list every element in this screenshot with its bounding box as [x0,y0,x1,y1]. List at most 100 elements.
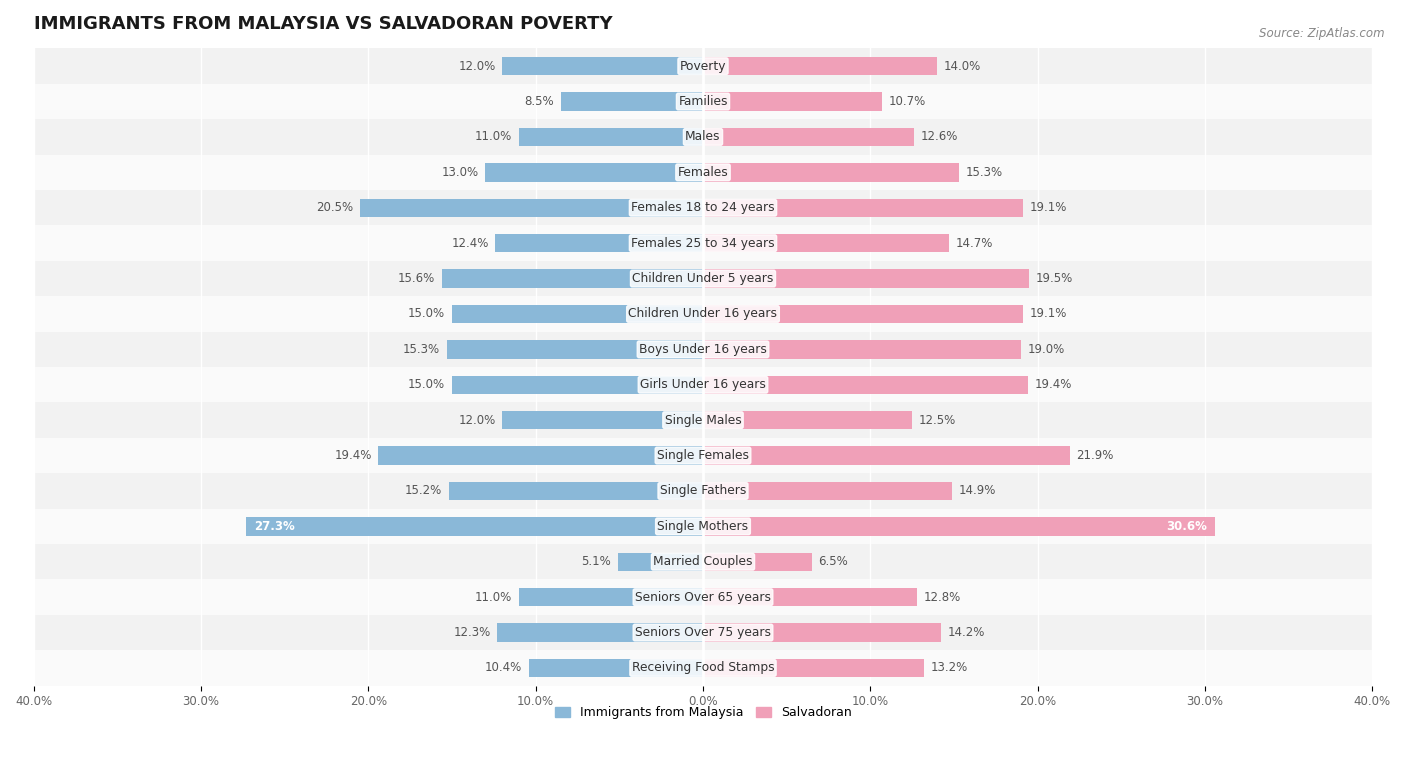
Text: 19.1%: 19.1% [1029,308,1067,321]
Text: 15.3%: 15.3% [404,343,440,356]
Bar [703,199,1022,217]
Bar [34,615,1372,650]
Text: Poverty: Poverty [679,60,727,73]
Text: 12.8%: 12.8% [924,590,962,603]
Text: IMMIGRANTS FROM MALAYSIA VS SALVADORAN POVERTY: IMMIGRANTS FROM MALAYSIA VS SALVADORAN P… [34,15,612,33]
Bar [34,402,1372,438]
Text: 15.2%: 15.2% [405,484,441,497]
Bar [703,588,917,606]
Text: Children Under 5 years: Children Under 5 years [633,272,773,285]
Bar [498,623,703,642]
Bar [34,296,1372,332]
Bar [485,163,703,182]
Text: 5.1%: 5.1% [581,556,612,568]
Bar [34,225,1372,261]
Bar [447,340,703,359]
Text: 12.3%: 12.3% [453,626,491,639]
Bar [703,446,1070,465]
Bar [519,588,703,606]
Text: 15.3%: 15.3% [966,166,1002,179]
Text: 14.2%: 14.2% [948,626,984,639]
Bar [617,553,703,571]
Text: 19.4%: 19.4% [335,449,371,462]
Bar [519,128,703,146]
Bar [703,517,1215,536]
Bar [703,623,941,642]
Bar [378,446,703,465]
Bar [529,659,703,677]
Bar [703,234,949,252]
Text: 30.6%: 30.6% [1166,520,1206,533]
Bar [703,340,1021,359]
Text: Children Under 16 years: Children Under 16 years [628,308,778,321]
Text: 14.0%: 14.0% [943,60,981,73]
Bar [495,234,703,252]
Bar [441,269,703,288]
Bar [246,517,703,536]
Text: 21.9%: 21.9% [1076,449,1114,462]
Text: 13.0%: 13.0% [441,166,478,179]
Bar [34,261,1372,296]
Text: 8.5%: 8.5% [524,95,554,108]
Text: 11.0%: 11.0% [475,590,512,603]
Text: 12.4%: 12.4% [451,236,489,249]
Text: 27.3%: 27.3% [254,520,295,533]
Bar [360,199,703,217]
Bar [34,119,1372,155]
Text: Receiving Food Stamps: Receiving Food Stamps [631,662,775,675]
Text: 20.5%: 20.5% [316,201,353,215]
Bar [703,411,912,429]
Text: 12.0%: 12.0% [458,60,495,73]
Bar [34,49,1372,84]
Text: 19.1%: 19.1% [1029,201,1067,215]
Bar [703,92,882,111]
Bar [561,92,703,111]
Bar [703,305,1022,323]
Text: Families: Families [678,95,728,108]
Bar [451,375,703,394]
Text: Single Females: Single Females [657,449,749,462]
Bar [703,269,1029,288]
Bar [34,579,1372,615]
Text: 10.7%: 10.7% [889,95,927,108]
Text: Single Males: Single Males [665,414,741,427]
Text: Single Mothers: Single Mothers [658,520,748,533]
Text: Males: Males [685,130,721,143]
Bar [34,473,1372,509]
Text: Source: ZipAtlas.com: Source: ZipAtlas.com [1260,27,1385,39]
Text: 19.4%: 19.4% [1035,378,1071,391]
Bar [34,509,1372,544]
Bar [34,155,1372,190]
Bar [703,57,938,75]
Text: Seniors Over 75 years: Seniors Over 75 years [636,626,770,639]
Bar [502,57,703,75]
Text: 6.5%: 6.5% [818,556,848,568]
Text: 10.4%: 10.4% [485,662,522,675]
Text: 13.2%: 13.2% [931,662,967,675]
Text: 14.7%: 14.7% [956,236,993,249]
Legend: Immigrants from Malaysia, Salvadoran: Immigrants from Malaysia, Salvadoran [550,701,856,724]
Text: 15.0%: 15.0% [408,308,446,321]
Text: 14.9%: 14.9% [959,484,997,497]
Bar [703,659,924,677]
Text: 19.0%: 19.0% [1028,343,1064,356]
Bar [703,163,959,182]
Text: 15.6%: 15.6% [398,272,436,285]
Text: 12.5%: 12.5% [920,414,956,427]
Bar [34,332,1372,367]
Bar [703,375,1028,394]
Text: Married Couples: Married Couples [654,556,752,568]
Text: Single Fathers: Single Fathers [659,484,747,497]
Bar [703,553,811,571]
Text: Females 18 to 24 years: Females 18 to 24 years [631,201,775,215]
Bar [502,411,703,429]
Text: 15.0%: 15.0% [408,378,446,391]
Text: Females 25 to 34 years: Females 25 to 34 years [631,236,775,249]
Text: 12.6%: 12.6% [921,130,957,143]
Text: 19.5%: 19.5% [1036,272,1073,285]
Text: Seniors Over 65 years: Seniors Over 65 years [636,590,770,603]
Text: Females: Females [678,166,728,179]
Bar [34,367,1372,402]
Bar [34,190,1372,225]
Bar [451,305,703,323]
